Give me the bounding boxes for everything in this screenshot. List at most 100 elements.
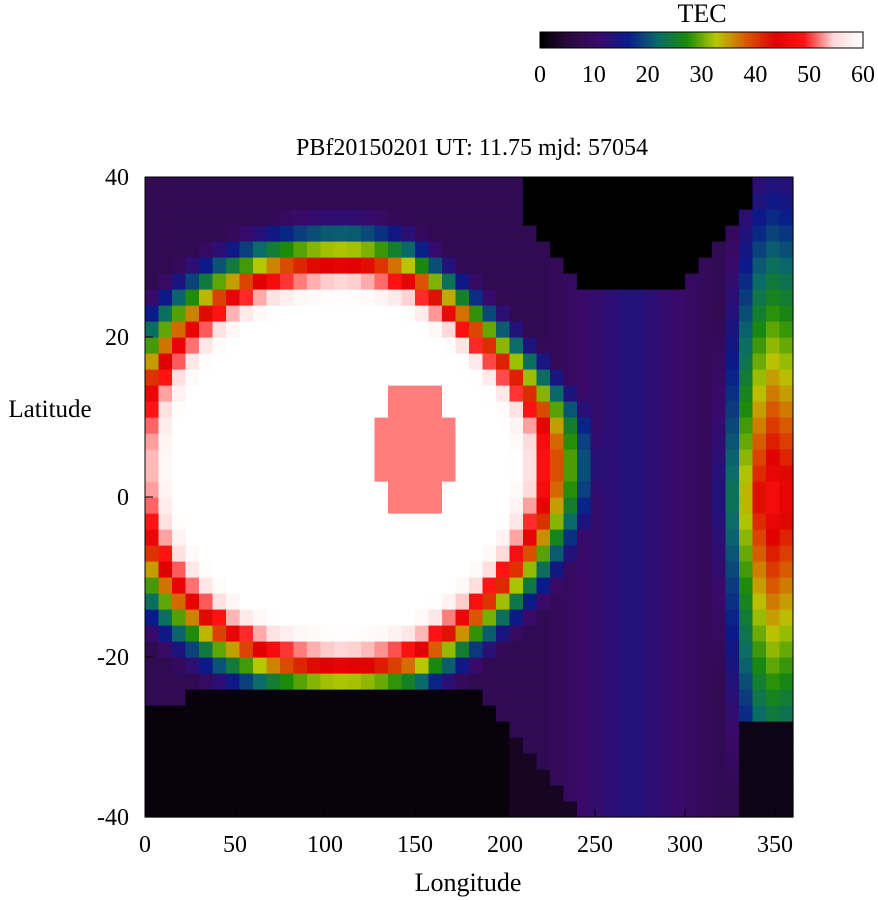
heatmap-cell <box>523 433 538 450</box>
heatmap-cell <box>658 353 673 370</box>
heatmap-cell <box>509 721 524 738</box>
heatmap-cell <box>766 401 781 418</box>
heatmap-cell <box>401 305 416 322</box>
heatmap-cell <box>712 593 727 610</box>
heatmap-cell <box>509 529 524 546</box>
heatmap-cell <box>293 481 308 498</box>
heatmap-cell <box>617 401 632 418</box>
heatmap-cell <box>550 609 565 626</box>
heatmap-cell <box>374 193 389 210</box>
heatmap-cell <box>361 209 376 226</box>
heatmap-cell <box>185 641 200 658</box>
heatmap-cell <box>199 241 214 258</box>
heatmap-cell <box>658 449 673 466</box>
heatmap-cell <box>698 545 713 562</box>
heatmap-cell <box>658 177 673 194</box>
heatmap-cell <box>644 737 659 754</box>
heatmap-cell <box>266 433 281 450</box>
heatmap-cell <box>361 561 376 578</box>
heatmap-cell <box>482 561 497 578</box>
heatmap-cell <box>172 593 187 610</box>
heatmap-cell <box>361 433 376 450</box>
heatmap-cell <box>644 769 659 786</box>
heatmap-cell <box>226 801 241 818</box>
heatmap-cell <box>212 641 227 658</box>
heatmap-cell <box>644 625 659 642</box>
heatmap-cell <box>725 241 740 258</box>
heatmap-cell <box>226 465 241 482</box>
heatmap-cell <box>455 273 470 290</box>
heatmap-cell <box>563 481 578 498</box>
heatmap-cell <box>496 737 511 754</box>
heatmap-cell <box>523 401 538 418</box>
heatmap-cell <box>172 721 187 738</box>
heatmap-cell <box>671 209 686 226</box>
heatmap-cell <box>523 257 538 274</box>
heatmap-cell <box>226 769 241 786</box>
heatmap-cell <box>509 753 524 770</box>
heatmap-cell <box>185 305 200 322</box>
heatmap-cell <box>415 193 430 210</box>
heatmap-cell <box>185 529 200 546</box>
x-tick-label: 250 <box>577 832 613 858</box>
heatmap-cell <box>226 321 241 338</box>
heatmap-cell <box>401 433 416 450</box>
heatmap-cell <box>496 289 511 306</box>
heatmap-cell <box>374 753 389 770</box>
heatmap-cell <box>523 481 538 498</box>
heatmap-cell <box>212 369 227 386</box>
heatmap-cell <box>725 657 740 674</box>
heatmap-cell <box>334 385 349 402</box>
heatmap-cell <box>766 241 781 258</box>
heatmap-cell <box>550 209 565 226</box>
heatmap-cell <box>536 609 551 626</box>
heatmap-cell <box>617 449 632 466</box>
heatmap-cell <box>631 705 646 722</box>
heatmap-cell <box>253 321 268 338</box>
heatmap-cell <box>536 577 551 594</box>
heatmap-cell <box>442 785 457 802</box>
heatmap-cell <box>334 593 349 610</box>
heatmap-cell <box>401 449 416 466</box>
heatmap-cell <box>239 337 254 354</box>
colorbar-tick-label: 10 <box>582 62 606 88</box>
heatmap-cell <box>766 689 781 706</box>
heatmap-cell <box>145 577 160 594</box>
heatmap-cell <box>617 225 632 242</box>
heatmap-cell <box>212 337 227 354</box>
heatmap-cell <box>604 737 619 754</box>
heatmap-cell <box>482 289 497 306</box>
heatmap-cell <box>401 513 416 530</box>
heatmap-cell <box>577 449 592 466</box>
heatmap-cell <box>158 449 173 466</box>
heatmap-cell <box>496 241 511 258</box>
heatmap-cell <box>482 705 497 722</box>
heatmap-cell <box>550 801 565 818</box>
heatmap-cell <box>280 241 295 258</box>
heatmap-cell <box>253 257 268 274</box>
heatmap-cell <box>442 497 457 514</box>
heatmap-cell <box>361 225 376 242</box>
heatmap-cell <box>428 641 443 658</box>
heatmap-cell <box>685 609 700 626</box>
heatmap-cell <box>428 465 443 482</box>
heatmap-cell <box>428 177 443 194</box>
heatmap-cell <box>145 449 160 466</box>
heatmap-cell <box>469 449 484 466</box>
heatmap-cell <box>158 561 173 578</box>
heatmap-cell <box>347 209 362 226</box>
heatmap-cell <box>320 497 335 514</box>
heatmap-cell <box>658 801 673 818</box>
heatmap-cell <box>698 673 713 690</box>
heatmap-cell <box>698 241 713 258</box>
heatmap-cell <box>415 337 430 354</box>
heatmap-cell <box>347 193 362 210</box>
heatmap-cell <box>536 721 551 738</box>
heatmap-cell <box>550 449 565 466</box>
heatmap-cell <box>415 673 430 690</box>
heatmap-cell <box>577 529 592 546</box>
heatmap-cell <box>185 193 200 210</box>
heatmap-cell <box>293 497 308 514</box>
heatmap-cell <box>523 577 538 594</box>
heatmap-cell <box>469 417 484 434</box>
